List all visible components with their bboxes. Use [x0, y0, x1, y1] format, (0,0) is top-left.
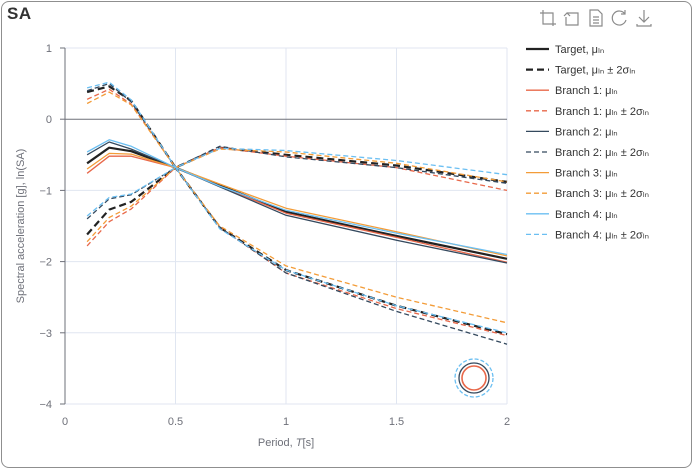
- series-line[interactable]: [86, 152, 508, 257]
- x-axis-label-var: T: [296, 437, 304, 449]
- x-tick-label: 0.5: [168, 416, 183, 428]
- restore-icon[interactable]: [610, 8, 630, 28]
- plot-area: [86, 81, 508, 345]
- legend-label: Branch 1: μₗₙ ± 2σₗₙ: [555, 106, 649, 118]
- legend-label: Branch 4: μₗₙ ± 2σₗₙ: [555, 229, 649, 241]
- legend-item[interactable]: Branch 3: μₗₙ: [526, 168, 618, 180]
- legend-label: Target, μₗₙ ± 2σₗₙ: [555, 65, 636, 77]
- y-tick-label: −4: [39, 399, 52, 411]
- y-axis: 1 0 −1 −2 −3 −4: [39, 43, 507, 411]
- data-view-icon[interactable]: [586, 8, 606, 28]
- legend-label: Target, μₗₙ: [555, 44, 604, 56]
- logo-icon: [454, 358, 494, 398]
- series-line[interactable]: [86, 88, 508, 192]
- series-line[interactable]: [86, 85, 508, 183]
- x-tick-label: 1.5: [389, 416, 404, 428]
- series-line[interactable]: [86, 81, 508, 176]
- series-line[interactable]: [86, 166, 508, 336]
- legend-label: Branch 1: μₗₙ: [555, 85, 618, 97]
- save-image-icon[interactable]: [634, 8, 654, 28]
- zoom-select-icon[interactable]: [538, 8, 558, 28]
- legend-item[interactable]: Branch 1: μₗₙ ± 2σₗₙ: [526, 106, 649, 118]
- legend-item[interactable]: Branch 2: μₗₙ: [526, 126, 618, 138]
- legend-label: Branch 2: μₗₙ ± 2σₗₙ: [555, 147, 649, 159]
- series-line[interactable]: [86, 91, 508, 183]
- zoom-reset-icon[interactable]: [562, 8, 582, 28]
- legend-item[interactable]: Branch 3: μₗₙ ± 2σₗₙ: [526, 188, 649, 200]
- series-line[interactable]: [86, 166, 508, 324]
- legend-label: Branch 3: μₗₙ ± 2σₗₙ: [555, 188, 649, 200]
- legend-item[interactable]: Branch 4: μₗₙ: [526, 209, 618, 221]
- legend-item[interactable]: Target, μₗₙ ± 2σₗₙ: [526, 65, 636, 77]
- series-line[interactable]: [86, 139, 508, 256]
- y-tick-label: 1: [46, 43, 52, 55]
- series-line[interactable]: [86, 166, 508, 345]
- y-tick-label: −2: [39, 257, 52, 269]
- x-axis-label-suffix: [s]: [303, 437, 315, 449]
- legend-item[interactable]: Branch 2: μₗₙ ± 2σₗₙ: [526, 147, 649, 159]
- series-line[interactable]: [86, 166, 508, 337]
- series-line[interactable]: [86, 82, 508, 184]
- legend-label: Branch 4: μₗₙ: [555, 209, 618, 221]
- legend-item[interactable]: Branch 4: μₗₙ ± 2σₗₙ: [526, 229, 649, 241]
- x-axis: 0 0.5 1 1.5 2: [62, 416, 510, 428]
- y-axis-label: Spectral acceleration [g], ln(SA): [15, 149, 27, 304]
- legend-item[interactable]: Branch 1: μₗₙ: [526, 85, 618, 97]
- series-line[interactable]: [86, 166, 508, 334]
- legend-label: Branch 2: μₗₙ: [555, 126, 618, 138]
- x-axis-label: Period, T[s]: [258, 437, 314, 449]
- x-axis-label-prefix: Period,: [258, 437, 296, 449]
- x-tick-label: 0: [62, 416, 68, 428]
- panel-title: SA: [7, 4, 32, 23]
- legend-item[interactable]: Target, μₗₙ: [526, 44, 604, 56]
- x-tick-label: 1: [283, 416, 289, 428]
- y-tick-label: −3: [39, 328, 52, 340]
- y-tick-label: −1: [39, 185, 52, 197]
- toolbar: [538, 8, 654, 28]
- x-tick-label: 2: [504, 416, 510, 428]
- legend: Target, μₗₙ Target, μₗₙ ± 2σₗₙ Branch 1: μ…: [526, 44, 649, 241]
- legend-label: Branch 3: μₗₙ: [555, 168, 618, 180]
- y-tick-label: 0: [46, 114, 52, 126]
